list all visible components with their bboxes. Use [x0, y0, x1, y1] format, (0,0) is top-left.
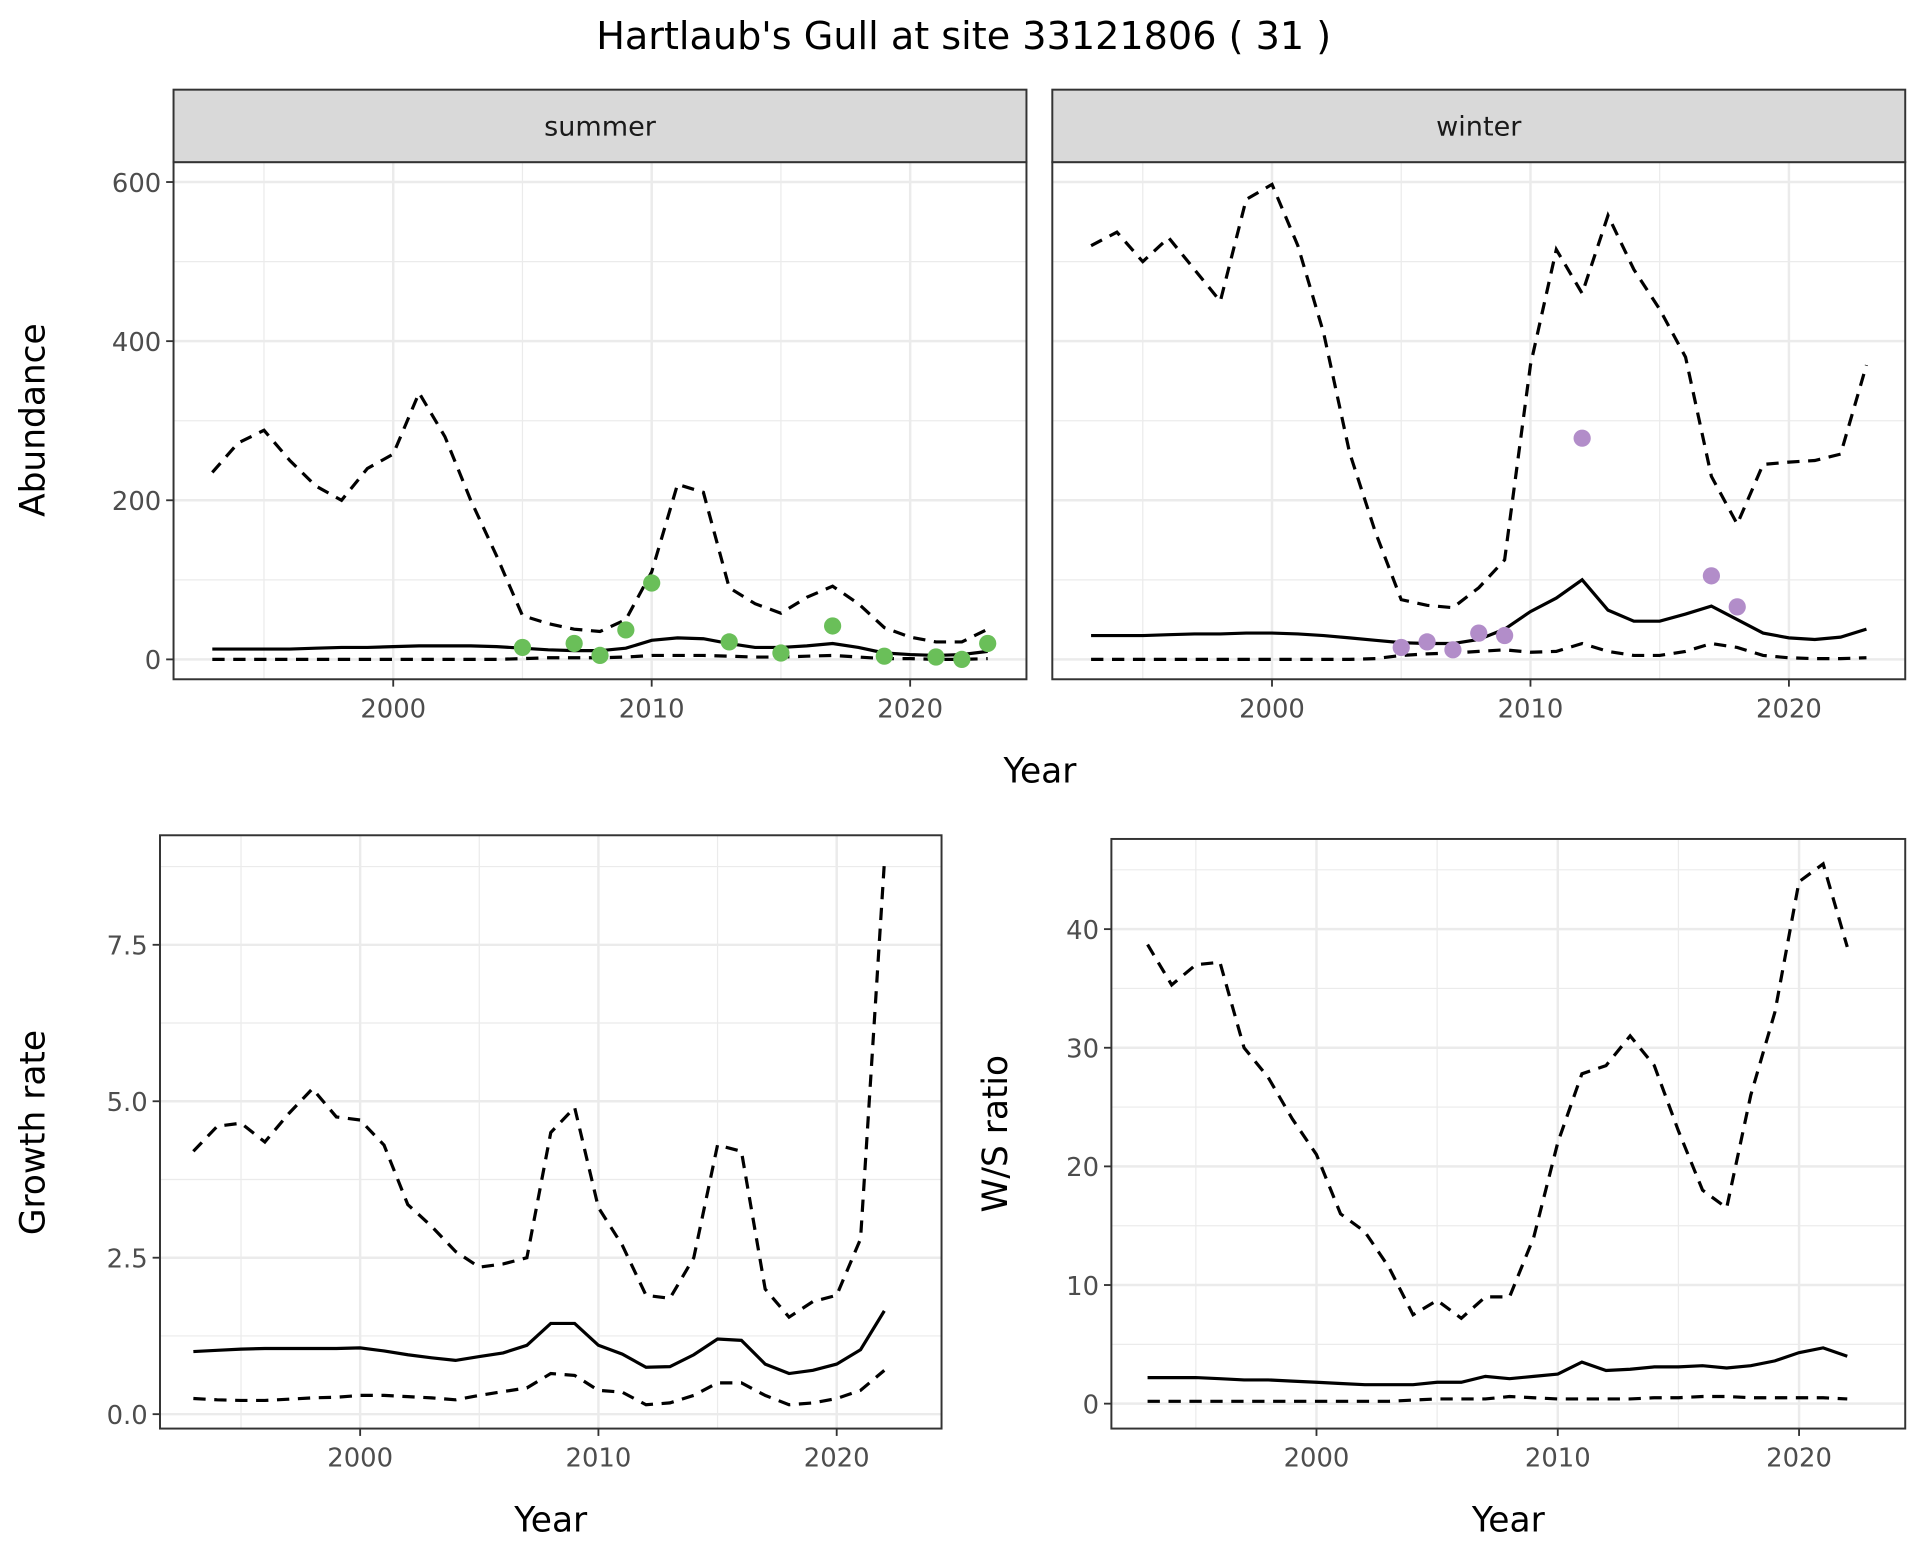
- series-lower-line: [193, 1369, 886, 1407]
- y-tick-label: 40: [1066, 916, 1099, 946]
- panel-border: [1110, 837, 1907, 1430]
- y-tick-label: 600: [112, 169, 161, 199]
- observation-point: [1444, 641, 1462, 659]
- series-upper-line: [192, 863, 886, 1320]
- y-tick-label: 20: [1066, 1153, 1099, 1183]
- y-tick-label: 30: [1066, 1035, 1099, 1065]
- series-mean-line: [193, 1310, 886, 1376]
- series-upper-line: [1146, 861, 1849, 1321]
- observation-point: [1418, 633, 1436, 651]
- observation-point: [1392, 638, 1410, 657]
- y-tick-label: 2.5: [107, 1245, 148, 1275]
- panel-growth: 2000 2010 2020 0.0 2.5 5.0 7.5 Growth rate Year: [13, 834, 943, 1541]
- series-lower-line: [1091, 641, 1867, 661]
- x-tick-label: 2020: [804, 1444, 870, 1474]
- observation-point: [513, 638, 532, 657]
- observation-point: [824, 617, 842, 635]
- x-tick-label: 2020: [1766, 1444, 1832, 1474]
- facet-strip: [172, 88, 1028, 164]
- observation-point: [720, 633, 738, 651]
- series-lower-line: [1147, 1394, 1848, 1403]
- panel-ws_ratio: 2000 2010 2020 0 10 20 30 40 W/S ratio Year: [976, 837, 1907, 1541]
- facet-strip: [1051, 88, 1907, 164]
- y-axis-label: Growth rate: [13, 1030, 53, 1235]
- y-tick-label: 0: [145, 646, 161, 676]
- observation-point: [1496, 626, 1514, 645]
- observation-point: [953, 650, 971, 668]
- observation-point: [1573, 429, 1591, 447]
- y-tick-label: 10: [1066, 1272, 1099, 1302]
- observation-point: [875, 647, 893, 665]
- observation-point: [1470, 624, 1488, 642]
- x-tick-label: 2000: [1284, 1444, 1350, 1474]
- panel-winter: winter 2000 2010 2020: [1051, 88, 1907, 724]
- observation-point: [643, 574, 661, 592]
- x-tick-label: 2010: [566, 1444, 632, 1474]
- series-mean-line: [1147, 1346, 1848, 1387]
- y-tick-label: 7.5: [107, 932, 148, 962]
- y-axis-label: Abundance: [13, 323, 53, 517]
- observation-point: [1728, 598, 1746, 616]
- series-upper-line: [1090, 182, 1868, 610]
- observation-point: [565, 634, 583, 653]
- facet-label: winter: [1436, 112, 1522, 143]
- x-tick-label: 2000: [360, 694, 426, 724]
- y-tick-label: 400: [112, 328, 161, 358]
- chart-title: Hartlaub's Gull at site 33121806 ( 31 ): [596, 14, 1331, 58]
- x-tick-label: 2000: [327, 1444, 393, 1474]
- x-axis-label: Year: [1471, 1501, 1546, 1541]
- x-tick-label: 2000: [1239, 694, 1305, 724]
- x-axis-label-top: Year: [1003, 751, 1078, 791]
- x-axis-label: Year: [513, 1501, 588, 1541]
- observation-point: [979, 634, 997, 653]
- observation-point: [1702, 567, 1720, 585]
- panel-border: [159, 834, 943, 1430]
- observation-point: [927, 648, 945, 666]
- x-tick-label: 2010: [1525, 1444, 1591, 1474]
- y-tick-label: 200: [112, 487, 161, 517]
- y-tick-label: 0.0: [107, 1401, 148, 1431]
- x-tick-label: 2020: [877, 694, 943, 724]
- series-upper-line: [211, 389, 989, 644]
- x-tick-label: 2020: [1756, 694, 1822, 724]
- observation-point: [617, 621, 635, 639]
- panel-summer: summer 2000 2010 2020 0 200 400 600 Abundance: [13, 88, 1028, 724]
- observation-point: [772, 644, 790, 662]
- facet-label: summer: [544, 112, 657, 143]
- observation-point: [591, 646, 609, 665]
- y-axis-label: W/S ratio: [976, 1055, 1016, 1213]
- y-tick-label: 0: [1083, 1391, 1099, 1421]
- x-tick-label: 2010: [1498, 694, 1564, 724]
- x-tick-label: 2010: [619, 694, 685, 724]
- y-tick-label: 5.0: [107, 1088, 148, 1118]
